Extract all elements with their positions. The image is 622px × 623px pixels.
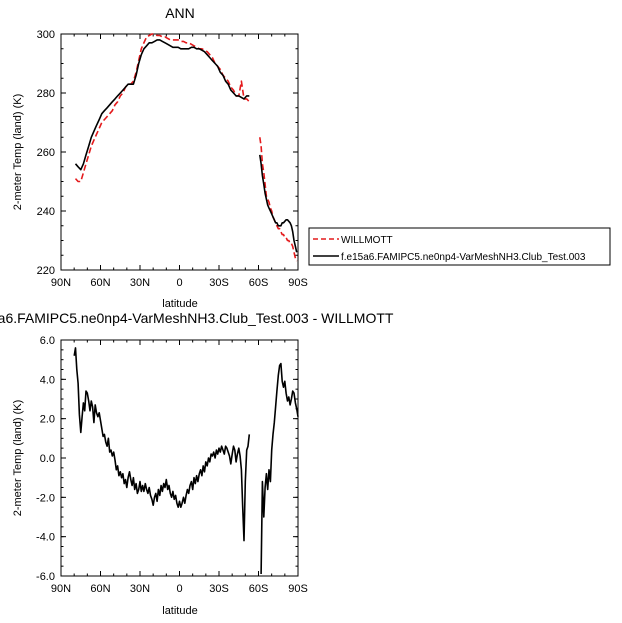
legend-label-willmott: WILLMOTT bbox=[341, 235, 393, 246]
bottom-series-line-0 bbox=[73, 347, 251, 542]
top-y-tick-label: 300 bbox=[37, 29, 55, 41]
bottom-y-tick-label: 0.0 bbox=[40, 453, 55, 465]
top-x-axis-label: latitude bbox=[162, 298, 197, 310]
top-x-tick-label: 90N bbox=[51, 277, 71, 289]
top-x-tick-label: 30N bbox=[130, 277, 150, 289]
bottom-x-tick-label: 60S bbox=[249, 583, 269, 595]
top-x-tick-label: 30S bbox=[209, 277, 229, 289]
top-series-line-0 bbox=[74, 33, 250, 183]
bottom-plot-frame bbox=[60, 339, 299, 577]
bottom-x-tick-label: 30S bbox=[209, 583, 229, 595]
bottom-x-tick-label: 0 bbox=[176, 583, 182, 595]
top-x-tick-label: 60S bbox=[249, 277, 269, 289]
bottom-y-tick-label: -6.0 bbox=[36, 571, 55, 583]
top-series-line-1 bbox=[259, 154, 298, 253]
bottom-y-tick-label: 2.0 bbox=[40, 414, 55, 426]
bottom-y-axis-label: 2-meter Temp (land) (K) bbox=[12, 400, 24, 517]
bottom-y-tick-label: -2.0 bbox=[36, 492, 55, 504]
top-chart-title: ANN bbox=[165, 5, 195, 21]
top-y-tick-label: 240 bbox=[37, 206, 55, 218]
bottom-x-axis-label: latitude bbox=[162, 605, 197, 617]
top-y-tick-label: 220 bbox=[37, 265, 55, 277]
top-y-tick-label: 260 bbox=[37, 147, 55, 159]
top-y-tick-label: 280 bbox=[37, 88, 55, 100]
bottom-y-tick-label: -4.0 bbox=[36, 532, 55, 544]
top-series-line-0 bbox=[259, 137, 298, 262]
bottom-y-tick-label: 4.0 bbox=[40, 374, 55, 386]
top-plot-frame bbox=[60, 33, 299, 271]
bottom-chart-title: f.e15a6.FAMIPC5.ne0np4-VarMeshNH3.Club_T… bbox=[0, 310, 394, 326]
bottom-y-tick-label: 6.0 bbox=[40, 335, 55, 347]
top-panel: ANN 2-meter Temp (land) (K) latitude 90N… bbox=[12, 5, 308, 310]
bottom-x-tick-label: 90N bbox=[51, 583, 71, 595]
top-x-tick-label: 90S bbox=[288, 277, 308, 289]
top-x-tick-label: 60N bbox=[90, 277, 110, 289]
bottom-x-tick-label: 30N bbox=[130, 583, 150, 595]
top-series-line-1 bbox=[74, 39, 250, 171]
legend: WILLMOTT f.e15a6.FAMIPC5.ne0np4-VarMeshN… bbox=[308, 227, 611, 266]
bottom-x-tick-label: 60N bbox=[90, 583, 110, 595]
bottom-x-tick-label: 90S bbox=[288, 583, 308, 595]
legend-label-model: f.e15a6.FAMIPC5.ne0np4-VarMeshNH3.Club_T… bbox=[341, 252, 586, 263]
top-y-axis-label: 2-meter Temp (land) (K) bbox=[12, 94, 24, 211]
bottom-panel: f.e15a6.FAMIPC5.ne0np4-VarMeshNH3.Club_T… bbox=[0, 310, 394, 617]
legend-box bbox=[308, 227, 611, 266]
bottom-series-line-0 bbox=[260, 362, 299, 575]
top-x-tick-label: 0 bbox=[176, 277, 182, 289]
